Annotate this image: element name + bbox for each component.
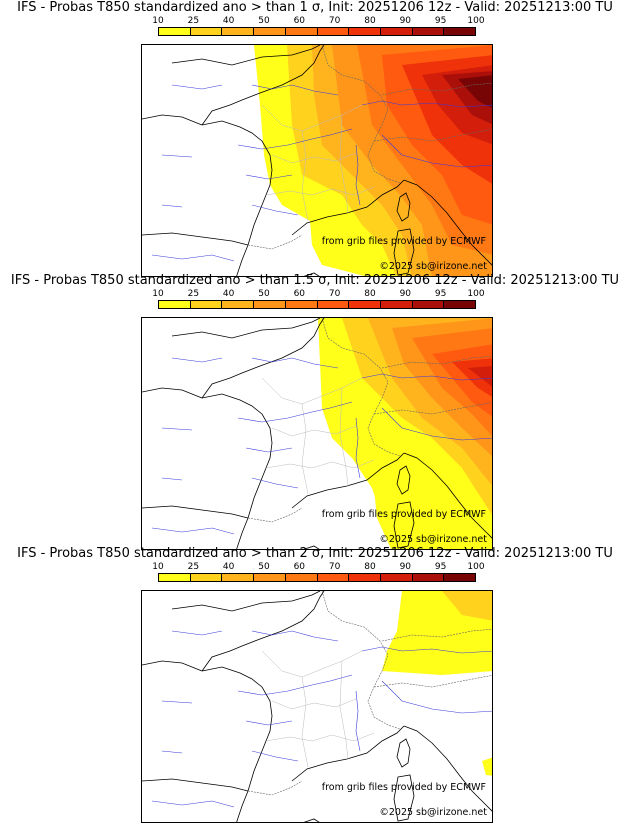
colorbar-tick: 40 xyxy=(222,289,235,299)
colorbar-segment xyxy=(412,28,445,35)
colorbar-tick: 95 xyxy=(434,562,447,572)
colorbar-tick: 50 xyxy=(258,289,270,299)
colorbar-tick: 90 xyxy=(399,562,412,572)
colorbar xyxy=(158,27,476,36)
colorbar-tick: 10 xyxy=(152,16,164,26)
colorbar-tick: 80 xyxy=(364,16,376,26)
map-panel-1: IFS - Probas T850 standardized ano > tha… xyxy=(0,0,630,277)
colorbar-segment xyxy=(349,28,381,35)
colorbar-segment xyxy=(254,28,286,35)
colorbar-segment xyxy=(412,574,445,581)
map-canvas xyxy=(142,45,492,276)
colorbar-segment xyxy=(317,574,350,581)
colorbar-segment xyxy=(317,301,350,308)
map-canvas xyxy=(142,591,492,822)
colorbar-segment xyxy=(380,301,413,308)
colorbar-tick: 70 xyxy=(328,289,341,299)
colorbar-tick: 80 xyxy=(364,289,376,299)
colorbar-segment xyxy=(285,574,318,581)
colorbar-labels: 10 25 40 50 60 70 80 90 95 100 xyxy=(152,289,484,300)
probability-map: from grib files provided by ECMWF ©2025 … xyxy=(141,317,493,550)
colorbar-segment xyxy=(222,301,255,308)
colorbar-segment xyxy=(349,301,381,308)
colorbar-tick: 90 xyxy=(399,289,412,299)
colorbar xyxy=(158,300,476,309)
colorbar-segment xyxy=(380,28,413,35)
colorbar-segment xyxy=(285,301,318,308)
colorbar-tick: 40 xyxy=(222,562,235,572)
colorbar-labels: 10 25 40 50 60 70 80 90 95 100 xyxy=(152,562,484,573)
colorbar-segment xyxy=(317,28,350,35)
map-panel-3: IFS - Probas T850 standardized ano > tha… xyxy=(0,546,630,823)
colorbar-segment xyxy=(444,301,476,308)
colorbar-segment xyxy=(285,28,318,35)
colorbar xyxy=(158,573,476,582)
colorbar-segment xyxy=(444,28,476,35)
credit-copyright: ©2025 sb@irizone.net xyxy=(379,534,487,545)
colorbar-tick: 60 xyxy=(293,562,306,572)
colorbar-segment xyxy=(190,574,223,581)
probability-map: from grib files provided by ECMWF ©2025 … xyxy=(141,590,493,823)
credit-source: from grib files provided by ECMWF xyxy=(321,782,486,793)
colorbar-tick: 70 xyxy=(328,16,341,26)
colorbar-tick: 40 xyxy=(222,16,235,26)
credit-copyright: ©2025 sb@irizone.net xyxy=(379,807,487,818)
colorbar-segment xyxy=(254,301,286,308)
credit-source: from grib files provided by ECMWF xyxy=(321,236,486,247)
colorbar-segment xyxy=(380,574,413,581)
colorbar-labels: 10 25 40 50 60 70 80 90 95 100 xyxy=(152,16,484,27)
colorbar-segment xyxy=(222,28,255,35)
colorbar-tick: 25 xyxy=(187,562,200,572)
map-canvas xyxy=(142,318,492,549)
colorbar-segment xyxy=(444,574,476,581)
colorbar-segment xyxy=(222,574,255,581)
colorbar-segment xyxy=(159,28,191,35)
colorbar-segment xyxy=(159,301,191,308)
probability-map: from grib files provided by ECMWF ©2025 … xyxy=(141,44,493,277)
colorbar-tick: 50 xyxy=(258,16,270,26)
colorbar-tick: 100 xyxy=(467,16,485,26)
panel-title: IFS - Probas T850 standardized ano > tha… xyxy=(10,273,620,288)
colorbar-tick: 95 xyxy=(434,16,447,26)
map-panel-2: IFS - Probas T850 standardized ano > tha… xyxy=(0,273,630,550)
colorbar-segment xyxy=(190,28,223,35)
colorbar-tick: 10 xyxy=(152,562,164,572)
colorbar-tick: 50 xyxy=(258,562,270,572)
colorbar-tick: 25 xyxy=(187,16,200,26)
panel-title: IFS - Probas T850 standardized ano > tha… xyxy=(17,546,613,561)
colorbar-tick: 60 xyxy=(293,16,306,26)
colorbar-tick: 25 xyxy=(187,289,200,299)
credit-copyright: ©2025 sb@irizone.net xyxy=(379,261,487,272)
credit-source: from grib files provided by ECMWF xyxy=(321,509,486,520)
colorbar-segment xyxy=(254,574,286,581)
colorbar-segment xyxy=(159,574,191,581)
colorbar-tick: 80 xyxy=(364,562,376,572)
colorbar-segment xyxy=(412,301,445,308)
colorbar-tick: 70 xyxy=(328,562,341,572)
colorbar-tick: 60 xyxy=(293,289,306,299)
colorbar-tick: 100 xyxy=(467,289,485,299)
colorbar-tick: 95 xyxy=(434,289,447,299)
colorbar-tick: 90 xyxy=(399,16,412,26)
colorbar-segment xyxy=(190,301,223,308)
colorbar-segment xyxy=(349,574,381,581)
colorbar-tick: 10 xyxy=(152,289,164,299)
panel-title: IFS - Probas T850 standardized ano > tha… xyxy=(17,0,613,15)
colorbar-tick: 100 xyxy=(467,562,485,572)
